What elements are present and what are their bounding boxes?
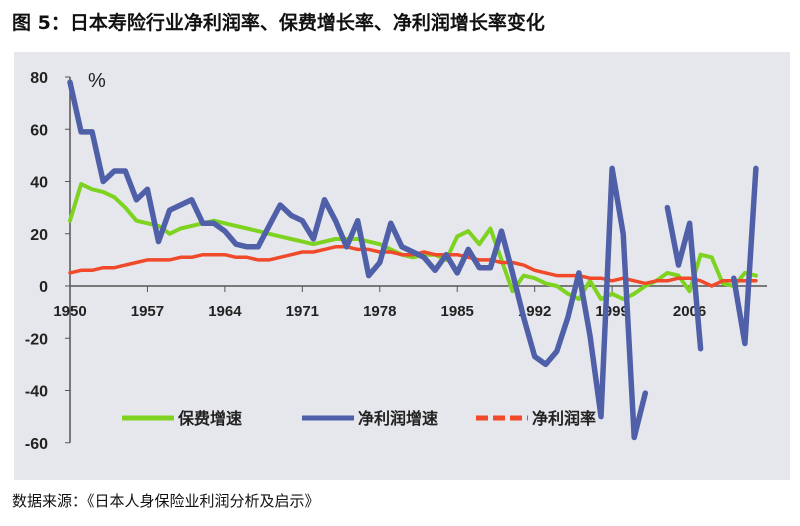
x-tick-label: 1971: [286, 303, 319, 320]
x-tick-label: 1950: [53, 303, 86, 320]
x-tick-label: 1978: [363, 303, 396, 320]
y-tick-label: -20: [25, 331, 48, 348]
x-tick-label: 1992: [518, 303, 551, 320]
y-tick-label: 0: [39, 279, 48, 296]
figure-title: 图 5：日本寿险行业净利润率、保费增长率、净利润增长率变化: [12, 12, 545, 34]
legend-label: 保费增速: [177, 409, 242, 428]
x-tick-label: 1985: [441, 303, 474, 320]
y-tick-label: -40: [25, 384, 48, 401]
y-tick-label: 40: [30, 175, 48, 192]
line-chart: 80 60 40 20 0 -20 -40 -60% 1950 1957 1964 1971 1978 1…: [14, 52, 790, 480]
x-tick-label: 1999: [595, 303, 628, 320]
y-unit-label: %: [88, 70, 106, 92]
x-tick-label: 1964: [208, 303, 242, 320]
series-line-1: [68, 182, 758, 302]
series-line-2: [67, 79, 759, 441]
x-tick-label: 2006: [673, 303, 706, 320]
y-tick-label: 20: [30, 227, 48, 244]
y-tick-label: 60: [30, 122, 48, 139]
legend-label: 净利润率: [532, 409, 596, 428]
x-tick-label: 1957: [131, 303, 164, 320]
plot-background: [14, 52, 790, 480]
y-tick-label: 80: [30, 70, 48, 87]
source-note: 数据来源：《日本人身保险业利润分析及启示》: [12, 492, 320, 510]
legend-label: 净利润增速: [358, 409, 438, 428]
y-tick-label: -60: [25, 436, 48, 453]
